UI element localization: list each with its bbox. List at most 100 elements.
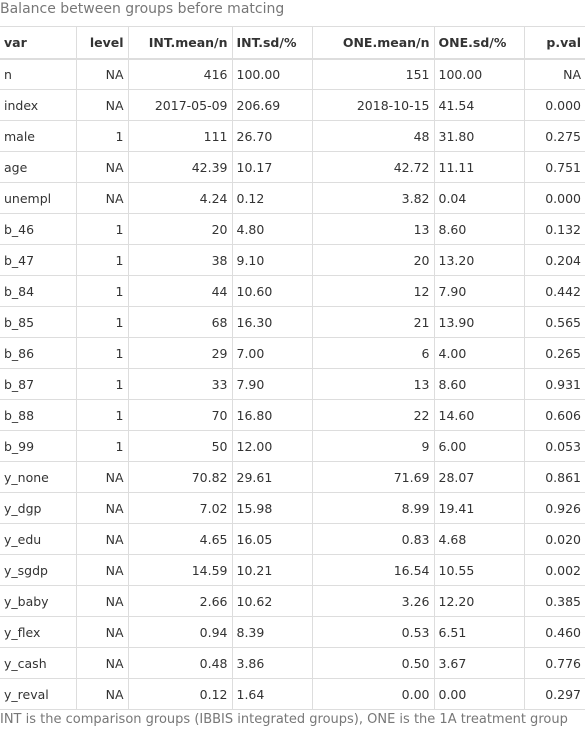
int-sd-cell: 206.69 [232, 89, 313, 121]
int-mean-cell: 29 [128, 337, 233, 369]
int-sd-cell: 9.10 [232, 244, 313, 276]
int-sd-cell: 16.80 [232, 399, 313, 431]
table-caption: Balance between groups before matcing [0, 1, 285, 17]
var-cell: y_edu [0, 523, 77, 555]
one-sd-cell: 4.00 [434, 337, 525, 369]
one-mean-cell: 16.54 [312, 554, 435, 586]
one-sd-cell: 0.00 [434, 678, 525, 710]
var-cell: y_dgp [0, 492, 77, 524]
one-sd-cell: 100.00 [434, 58, 525, 90]
table-row: y_reval NA 0.12 1.64 0.00 0.00 0.297 [0, 678, 585, 710]
p-val-cell: 0.385 [524, 585, 585, 617]
one-mean-cell: 3.26 [312, 585, 435, 617]
p-val-cell: 0.460 [524, 616, 585, 648]
one-sd-cell: 4.68 [434, 523, 525, 555]
one-mean-cell: 48 [312, 120, 435, 152]
var-cell: y_flex [0, 616, 77, 648]
var-cell: y_none [0, 461, 77, 493]
one-sd-cell: 3.67 [434, 647, 525, 679]
var-cell: b_99 [0, 430, 77, 462]
p-val-cell: 0.204 [524, 244, 585, 276]
level-cell: NA [76, 58, 129, 90]
var-cell: b_84 [0, 275, 77, 307]
int-sd-cell: 10.60 [232, 275, 313, 307]
column-header-level: level [76, 26, 129, 60]
p-val-cell: 0.442 [524, 275, 585, 307]
level-cell: NA [76, 492, 129, 524]
one-mean-cell: 2018-10-15 [312, 89, 435, 121]
one-mean-cell: 13 [312, 368, 435, 400]
level-cell: 1 [76, 244, 129, 276]
one-mean-cell: 8.99 [312, 492, 435, 524]
one-sd-cell: 19.41 [434, 492, 525, 524]
one-mean-cell: 21 [312, 306, 435, 338]
one-sd-cell: 0.04 [434, 182, 525, 214]
int-mean-cell: 2017-05-09 [128, 89, 233, 121]
var-cell: male [0, 120, 77, 152]
int-mean-cell: 2.66 [128, 585, 233, 617]
level-cell: 1 [76, 120, 129, 152]
level-cell: 1 [76, 368, 129, 400]
var-cell: y_sgdp [0, 554, 77, 586]
int-sd-cell: 16.05 [232, 523, 313, 555]
int-sd-cell: 7.90 [232, 368, 313, 400]
table-row: y_sgdp NA 14.59 10.21 16.54 10.55 0.002 [0, 554, 585, 586]
int-sd-cell: 3.86 [232, 647, 313, 679]
int-sd-cell: 16.30 [232, 306, 313, 338]
int-sd-cell: 7.00 [232, 337, 313, 369]
p-val-cell: 0.002 [524, 554, 585, 586]
var-cell: y_reval [0, 678, 77, 710]
int-mean-cell: 111 [128, 120, 233, 152]
one-sd-cell: 8.60 [434, 368, 525, 400]
level-cell: NA [76, 678, 129, 710]
table-row: y_none NA 70.82 29.61 71.69 28.07 0.861 [0, 461, 585, 493]
one-sd-cell: 11.11 [434, 151, 525, 183]
var-cell: b_88 [0, 399, 77, 431]
level-cell: NA [76, 523, 129, 555]
table-footnote: INT is the comparison groups (IBBIS inte… [0, 712, 568, 727]
int-mean-cell: 50 [128, 430, 233, 462]
column-header-one-sd: ONE.sd/% [434, 26, 525, 60]
one-sd-cell: 6.00 [434, 430, 525, 462]
p-val-cell: 0.132 [524, 213, 585, 245]
level-cell: 1 [76, 430, 129, 462]
p-val-cell: 0.751 [524, 151, 585, 183]
table-row: y_edu NA 4.65 16.05 0.83 4.68 0.020 [0, 523, 585, 555]
level-cell: 1 [76, 399, 129, 431]
one-mean-cell: 22 [312, 399, 435, 431]
int-sd-cell: 10.62 [232, 585, 313, 617]
int-mean-cell: 44 [128, 275, 233, 307]
int-mean-cell: 38 [128, 244, 233, 276]
p-val-cell: 0.926 [524, 492, 585, 524]
one-sd-cell: 41.54 [434, 89, 525, 121]
one-mean-cell: 9 [312, 430, 435, 462]
one-mean-cell: 71.69 [312, 461, 435, 493]
level-cell: 1 [76, 306, 129, 338]
int-mean-cell: 14.59 [128, 554, 233, 586]
column-header-int-mean: INT.mean/n [128, 26, 233, 60]
p-val-cell: 0.606 [524, 399, 585, 431]
column-header-var: var [0, 26, 77, 60]
var-cell: b_87 [0, 368, 77, 400]
p-val-cell: 0.861 [524, 461, 585, 493]
table-row: y_baby NA 2.66 10.62 3.26 12.20 0.385 [0, 585, 585, 617]
one-sd-cell: 28.07 [434, 461, 525, 493]
table-row: unempl NA 4.24 0.12 3.82 0.04 0.000 [0, 182, 585, 214]
level-cell: NA [76, 554, 129, 586]
one-sd-cell: 8.60 [434, 213, 525, 245]
table-row: y_dgp NA 7.02 15.98 8.99 19.41 0.926 [0, 492, 585, 524]
one-mean-cell: 12 [312, 275, 435, 307]
int-sd-cell: 29.61 [232, 461, 313, 493]
int-sd-cell: 1.64 [232, 678, 313, 710]
table-row: b_99 1 50 12.00 9 6.00 0.053 [0, 430, 585, 462]
var-cell: age [0, 151, 77, 183]
p-val-cell: 0.275 [524, 120, 585, 152]
p-val-cell: 0.931 [524, 368, 585, 400]
level-cell: 1 [76, 275, 129, 307]
one-mean-cell: 13 [312, 213, 435, 245]
int-mean-cell: 416 [128, 58, 233, 90]
one-mean-cell: 42.72 [312, 151, 435, 183]
table-row: b_86 1 29 7.00 6 4.00 0.265 [0, 337, 585, 369]
int-mean-cell: 4.65 [128, 523, 233, 555]
level-cell: NA [76, 461, 129, 493]
